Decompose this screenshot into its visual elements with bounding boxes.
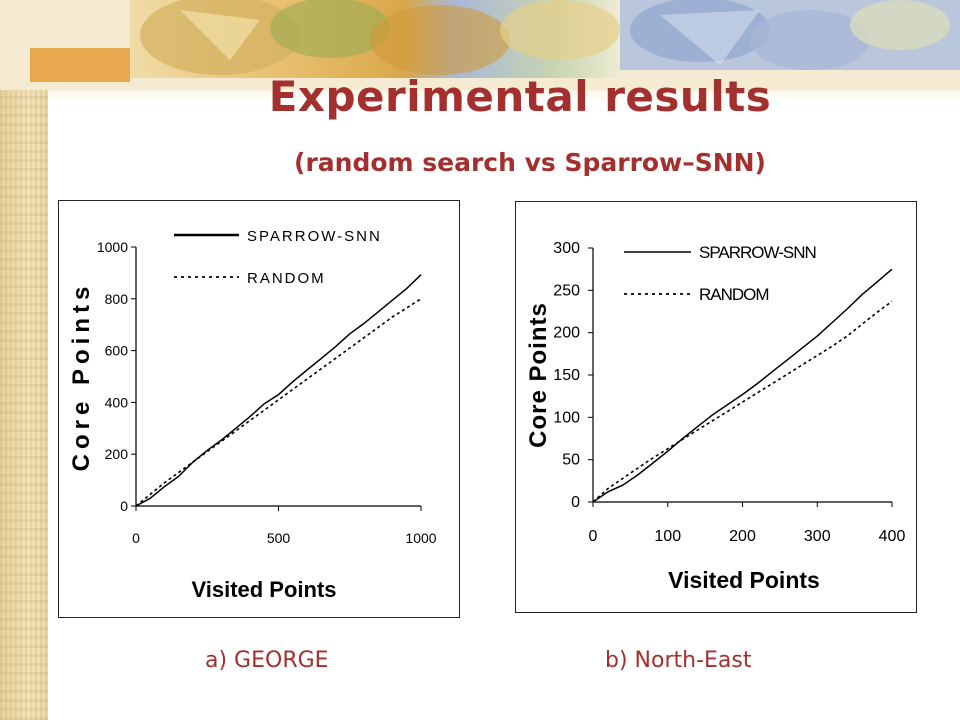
y-tick-label: 1000 xyxy=(97,239,128,255)
legend-label: SPARROW-SNN xyxy=(699,243,816,262)
legend-label: RANDOM xyxy=(247,270,326,287)
y-axis-label: Core Points xyxy=(68,282,95,472)
y-tick-label: 800 xyxy=(105,291,129,307)
y-axis-label: Core Points xyxy=(525,302,552,448)
y-tick-label: 200 xyxy=(105,446,129,462)
y-tick-label: 150 xyxy=(553,367,580,384)
chart-panel-north-east: 0 50 100 150 200 250 300 0 100 200 300 400 Visited P… xyxy=(515,201,917,613)
y-tick-label: 0 xyxy=(120,498,128,514)
decorative-left-strip xyxy=(0,0,48,720)
x-tick-label: 300 xyxy=(804,528,831,545)
y-tick-label: 50 xyxy=(562,452,580,469)
chart-panel-george: 0 200 400 600 800 1000 0 500 1000 Visited Points C… xyxy=(58,200,460,618)
caption-george: a) GEORGE xyxy=(205,648,329,673)
slide-title: Experimental results xyxy=(268,72,772,121)
x-axis-label: Visited Points xyxy=(668,567,820,593)
decorative-top-banner xyxy=(0,0,960,90)
caption-north-east: b) North-East xyxy=(605,648,752,673)
legend-label: SPARROW-SNN xyxy=(247,228,382,245)
y-tick-label: 250 xyxy=(553,282,580,299)
y-tick-label: 200 xyxy=(553,325,580,342)
x-tick-label: 200 xyxy=(729,528,756,545)
x-tick-label: 500 xyxy=(267,530,291,546)
chart-north-east: 0 50 100 150 200 250 300 0 100 200 300 400 Visited P… xyxy=(525,240,906,593)
legend-label: RANDOM xyxy=(699,285,769,304)
y-tick-label: 0 xyxy=(571,494,580,511)
chart-george: 0 200 400 600 800 1000 0 500 1000 Visited Points C… xyxy=(68,228,437,602)
slide-subtitle: (random search vs Sparrow–SNN) xyxy=(294,148,766,177)
x-tick-label: 100 xyxy=(654,528,681,545)
x-tick-label: 1000 xyxy=(405,530,436,546)
x-tick-label: 400 xyxy=(879,528,906,545)
y-tick-label: 600 xyxy=(105,343,129,359)
series-line-sparrow-snn xyxy=(592,268,893,503)
banner-fade xyxy=(48,88,960,102)
series-line-random xyxy=(592,300,893,503)
x-axis-label: Visited Points xyxy=(191,577,336,602)
y-tick-label: 100 xyxy=(553,409,580,426)
x-tick-label: 0 xyxy=(132,530,140,546)
series-line-random xyxy=(135,298,422,507)
x-tick-label: 0 xyxy=(589,528,598,545)
y-tick-label: 400 xyxy=(105,394,129,410)
series-line-sparrow-snn xyxy=(135,274,422,507)
y-tick-label: 300 xyxy=(553,240,580,257)
